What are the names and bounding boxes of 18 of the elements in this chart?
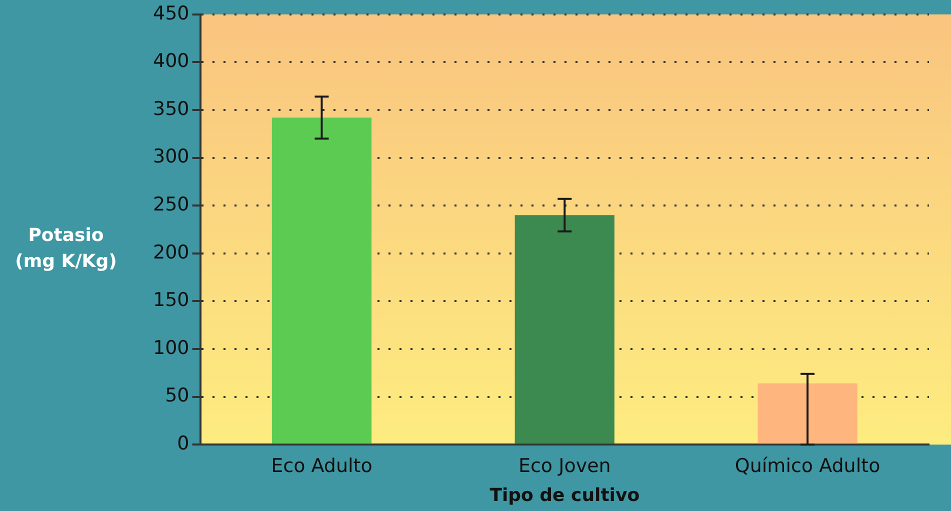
bar [758,383,858,444]
y-tick-label: 300 [153,146,190,168]
x-axis-title: Tipo de cultivo [490,484,640,506]
y-tick-label: 250 [153,194,190,216]
bar [272,118,372,444]
y-tick-label: 150 [153,289,190,312]
y-tick-label: 100 [153,336,190,359]
bar [514,215,614,444]
y-tick-label: 450 [153,2,190,24]
y-tick-label: 400 [153,50,190,72]
x-tick-label: Eco Joven [518,454,611,477]
y-tick-label: 0 [177,432,190,455]
x-tick-label: Químico Adulto [734,454,880,477]
y-tick-label: 200 [153,241,190,264]
x-tick-label: Eco Adulto [271,454,372,477]
y-tick-label: 50 [165,384,190,407]
y-tick-label: 350 [153,98,190,120]
y-axis-title: Potasio (mg K/Kg) [15,225,117,272]
